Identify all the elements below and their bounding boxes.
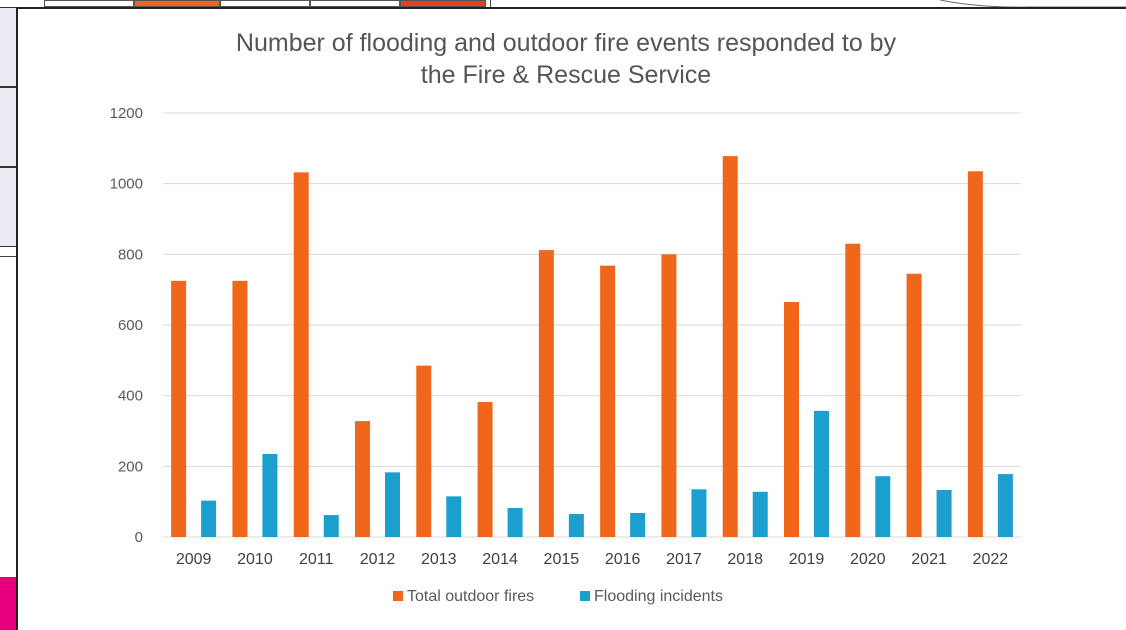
bar-flooding-incidents bbox=[201, 500, 217, 537]
legend: Total outdoor fires Flooding incidents bbox=[393, 588, 723, 605]
chart-title-line-1: Number of flooding and outdoor fire even… bbox=[236, 29, 897, 57]
bar-chart: Number of flooding and outdoor fire even… bbox=[110, 29, 1021, 605]
bar-flooding-incidents bbox=[385, 472, 400, 537]
y-tick-label: 0 bbox=[135, 529, 143, 546]
bar-total-outdoor-fires bbox=[232, 280, 248, 537]
legend-swatch bbox=[580, 591, 590, 601]
background-tab bbox=[220, 0, 310, 7]
y-tick-label: 1200 bbox=[110, 105, 143, 122]
bar-total-outdoor-fires bbox=[293, 172, 309, 538]
background-pink-block bbox=[0, 577, 16, 630]
bar-flooding-incidents bbox=[814, 410, 829, 537]
bar-flooding-incidents bbox=[323, 515, 339, 537]
bar-total-outdoor-fires bbox=[600, 265, 616, 537]
bar-total-outdoor-fires bbox=[967, 171, 983, 538]
background-divider bbox=[490, 0, 491, 7]
background-divider bbox=[0, 256, 16, 257]
bar-flooding-incidents bbox=[752, 491, 768, 537]
bar-total-outdoor-fires bbox=[477, 402, 493, 537]
chart-frame: Number of flooding and outdoor fire even… bbox=[16, 7, 1126, 630]
x-tick-label: 2009 bbox=[176, 551, 212, 568]
bar-flooding-incidents bbox=[630, 512, 646, 537]
bars bbox=[171, 156, 1013, 538]
bar-flooding-incidents bbox=[446, 496, 462, 537]
bar-total-outdoor-fires bbox=[784, 302, 799, 537]
y-tick-label: 600 bbox=[118, 317, 143, 334]
x-tick-label: 2021 bbox=[911, 551, 947, 568]
x-tick-label: 2013 bbox=[421, 551, 457, 568]
x-tick-label: 2018 bbox=[727, 551, 763, 568]
x-tick-label: 2014 bbox=[482, 551, 518, 568]
bar-total-outdoor-fires bbox=[906, 273, 922, 537]
y-tick-label: 800 bbox=[118, 246, 143, 263]
bar-flooding-incidents bbox=[568, 514, 584, 537]
y-tick-label: 1000 bbox=[110, 176, 143, 193]
y-axis-ticks: 0 200 400 600 800 1000 1200 bbox=[110, 105, 143, 546]
x-tick-label: 2015 bbox=[544, 551, 580, 568]
background-tab bbox=[310, 0, 400, 7]
y-tick-label: 200 bbox=[118, 458, 143, 475]
bar-flooding-incidents bbox=[691, 489, 707, 537]
x-tick-label: 2016 bbox=[605, 551, 641, 568]
bar-total-outdoor-fires bbox=[355, 421, 370, 537]
bar-total-outdoor-fires bbox=[845, 243, 861, 537]
legend-label: Total outdoor fires bbox=[407, 588, 534, 605]
bar-flooding-incidents bbox=[936, 490, 952, 537]
legend-swatch bbox=[393, 591, 403, 601]
y-tick-label: 400 bbox=[118, 388, 143, 405]
background-row bbox=[0, 167, 16, 247]
x-tick-label: 2011 bbox=[299, 551, 334, 568]
bar-flooding-incidents bbox=[507, 508, 523, 537]
background-tab bbox=[44, 0, 134, 7]
bar-flooding-incidents bbox=[875, 476, 891, 537]
background-tab bbox=[400, 0, 486, 7]
legend-label: Flooding incidents bbox=[594, 588, 723, 605]
x-tick-label: 2017 bbox=[666, 551, 702, 568]
background-table bbox=[0, 0, 491, 257]
bar-flooding-incidents bbox=[997, 474, 1013, 537]
bar-total-outdoor-fires bbox=[171, 280, 187, 537]
x-tick-label: 2010 bbox=[237, 551, 273, 568]
gridlines bbox=[163, 112, 1021, 538]
bar-total-outdoor-fires bbox=[722, 156, 738, 537]
bar-total-outdoor-fires bbox=[416, 365, 432, 537]
bar-flooding-incidents bbox=[262, 453, 278, 537]
x-tick-label: 2012 bbox=[360, 551, 396, 568]
background-row bbox=[0, 87, 16, 167]
x-tick-label: 2022 bbox=[973, 551, 1009, 568]
x-tick-label: 2019 bbox=[789, 551, 825, 568]
background-row bbox=[0, 7, 16, 87]
bar-total-outdoor-fires bbox=[538, 250, 554, 538]
chart-title-line-2: the Fire & Rescue Service bbox=[421, 61, 711, 89]
x-axis-ticks: 2009 2010 2011 2012 2013 2014 2015 2016 2017 2018… bbox=[176, 551, 1008, 568]
background-tab bbox=[134, 0, 220, 7]
bar-total-outdoor-fires bbox=[661, 254, 677, 538]
x-tick-label: 2020 bbox=[850, 551, 886, 568]
